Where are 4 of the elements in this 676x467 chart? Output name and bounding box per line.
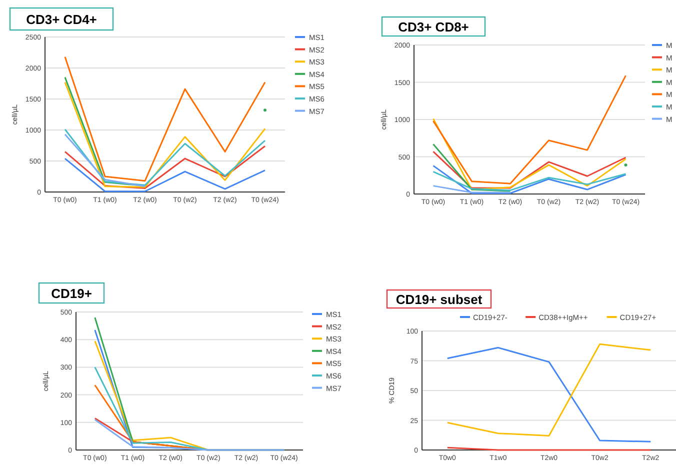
chart-title: CD3+ CD4+ bbox=[26, 12, 98, 27]
chart-title: CD19+ subset bbox=[396, 292, 483, 307]
chart-title: CD19+ bbox=[51, 286, 92, 301]
chart-title: CD3+ CD8+ bbox=[398, 20, 470, 34]
